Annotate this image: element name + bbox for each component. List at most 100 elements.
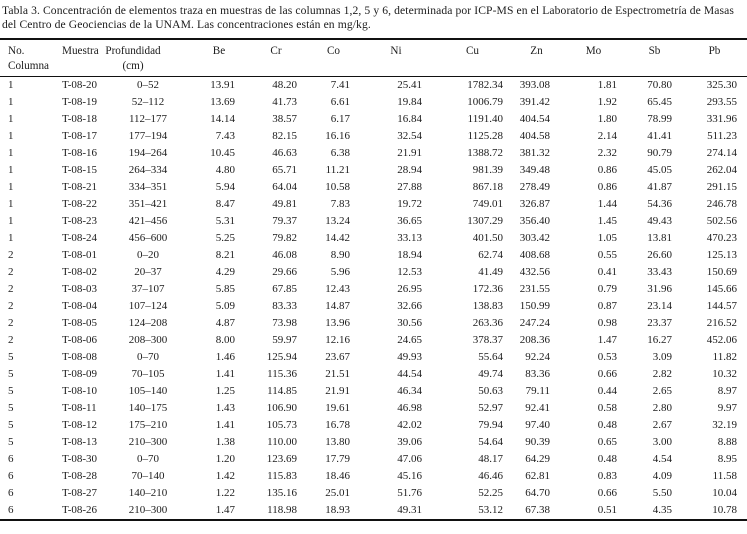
cell: 6.61: [330, 96, 350, 109]
cell: 115.36: [267, 368, 297, 381]
cell: 70–105: [131, 368, 165, 381]
cell: 105.73: [266, 419, 297, 432]
cell: 54.36: [647, 198, 672, 211]
cell: 27.88: [397, 181, 422, 194]
cell: 79.37: [272, 215, 297, 228]
cell: 138.83: [472, 300, 503, 313]
cell: 30.56: [397, 317, 422, 330]
cell: 303.42: [519, 232, 550, 245]
table-row: 1 T-08-24 456–600 5.25 79.82 14.42 33.13 401.50…: [0, 230, 747, 247]
cell: 0–70: [137, 351, 159, 364]
cell: 10.04: [712, 487, 737, 500]
cell: 381.32: [519, 147, 550, 160]
cell: 8.90: [330, 249, 350, 262]
cell: 1: [8, 113, 14, 126]
table-row: 1 T-08-23 421–456 5.31 79.37 13.24 36.65 1307.2…: [0, 213, 747, 230]
cell: 125.13: [706, 249, 737, 262]
cell: 70.80: [647, 79, 672, 92]
cell: T-08-20: [62, 79, 98, 92]
cell: 2: [8, 317, 14, 330]
cell: 231.55: [519, 283, 550, 296]
column-header: Cr: [245, 39, 307, 78]
cell: 2: [8, 334, 14, 347]
cell: 1.42: [215, 470, 235, 483]
cell: 1: [8, 147, 14, 160]
cell: 145.66: [706, 283, 737, 296]
cell: 5.25: [215, 232, 235, 245]
cell: 41.73: [272, 96, 297, 109]
cell: 112–177: [128, 113, 168, 126]
cell: 125.94: [266, 351, 297, 364]
cell: 49.81: [272, 198, 297, 211]
cell: 150.69: [706, 266, 737, 279]
cell: 5: [8, 351, 14, 364]
cell: 1: [8, 96, 14, 109]
cell: 401.50: [472, 232, 503, 245]
cell: 92.24: [525, 351, 550, 364]
cell: 5: [8, 436, 14, 449]
cell: 2.67: [652, 419, 672, 432]
cell: T-08-06: [62, 334, 98, 347]
cell: 11.21: [325, 164, 350, 177]
cell: 44.54: [397, 368, 422, 381]
cell: 42.02: [397, 419, 422, 432]
cell: 7.41: [330, 79, 350, 92]
cell: 49.93: [397, 351, 422, 364]
cell: 90.79: [647, 147, 672, 160]
column-header: Be: [193, 39, 245, 78]
cell: 216.52: [706, 317, 737, 330]
cell: 1.41: [215, 419, 235, 432]
cell: 48.20: [272, 79, 297, 92]
cell: 378.37: [472, 334, 503, 347]
table-row: 1 T-08-22 351–421 8.47 49.81 7.83 19.72 749.01 3…: [0, 196, 747, 213]
table-header: No. Columna Muestra Profundidad (cm) Be Cr Co…: [0, 39, 747, 78]
cell: 65.45: [647, 96, 672, 109]
cell: 1: [8, 181, 14, 194]
cell: 51.76: [397, 487, 422, 500]
cell: 21.51: [325, 368, 350, 381]
cell: 8.88: [717, 436, 737, 449]
cell: 45.05: [647, 164, 672, 177]
cell: 79.11: [525, 385, 550, 398]
cell: 1388.72: [467, 147, 503, 160]
cell: 105–140: [128, 385, 168, 398]
cell: 194–264: [128, 147, 168, 160]
cell: 64.04: [272, 181, 297, 194]
cell: 6.38: [330, 147, 350, 160]
data-table: No. Columna Muestra Profundidad (cm) Be Cr Co…: [0, 38, 747, 522]
cell: 1006.79: [467, 96, 503, 109]
cell: 456–600: [128, 232, 168, 245]
cell: 0.44: [597, 385, 617, 398]
cell: 293.55: [706, 96, 737, 109]
cell: 1.80: [597, 113, 617, 126]
cell: 867.18: [472, 181, 503, 194]
cell: 59.97: [272, 334, 297, 347]
cell: 5: [8, 419, 14, 432]
cell: 1: [8, 79, 14, 92]
cell: 50.63: [478, 385, 503, 398]
cell: 404.54: [519, 113, 550, 126]
cell: 175–210: [128, 419, 168, 432]
cell: 172.36: [472, 283, 503, 296]
cell: 29.66: [272, 266, 297, 279]
cell: 32.19: [712, 419, 737, 432]
cell: 25.41: [397, 79, 422, 92]
cell: 2.82: [652, 368, 672, 381]
cell: 26.60: [647, 249, 672, 262]
cell: 97.40: [525, 419, 550, 432]
column-header: Zn: [513, 39, 560, 78]
cell: 10.32: [712, 368, 737, 381]
cell: 2.32: [597, 147, 617, 160]
cell: 278.49: [519, 181, 550, 194]
cell: 46.98: [397, 402, 422, 415]
cell: 356.40: [519, 215, 550, 228]
cell: 8.95: [717, 453, 737, 466]
column-header: Muestra: [55, 39, 103, 78]
cell: 0.55: [597, 249, 617, 262]
cell: 7.43: [215, 130, 235, 143]
cell: 16.27: [647, 334, 672, 347]
cell: 1125.28: [467, 130, 503, 143]
cell: T-08-16: [62, 147, 98, 160]
cell: 10.45: [210, 147, 235, 160]
